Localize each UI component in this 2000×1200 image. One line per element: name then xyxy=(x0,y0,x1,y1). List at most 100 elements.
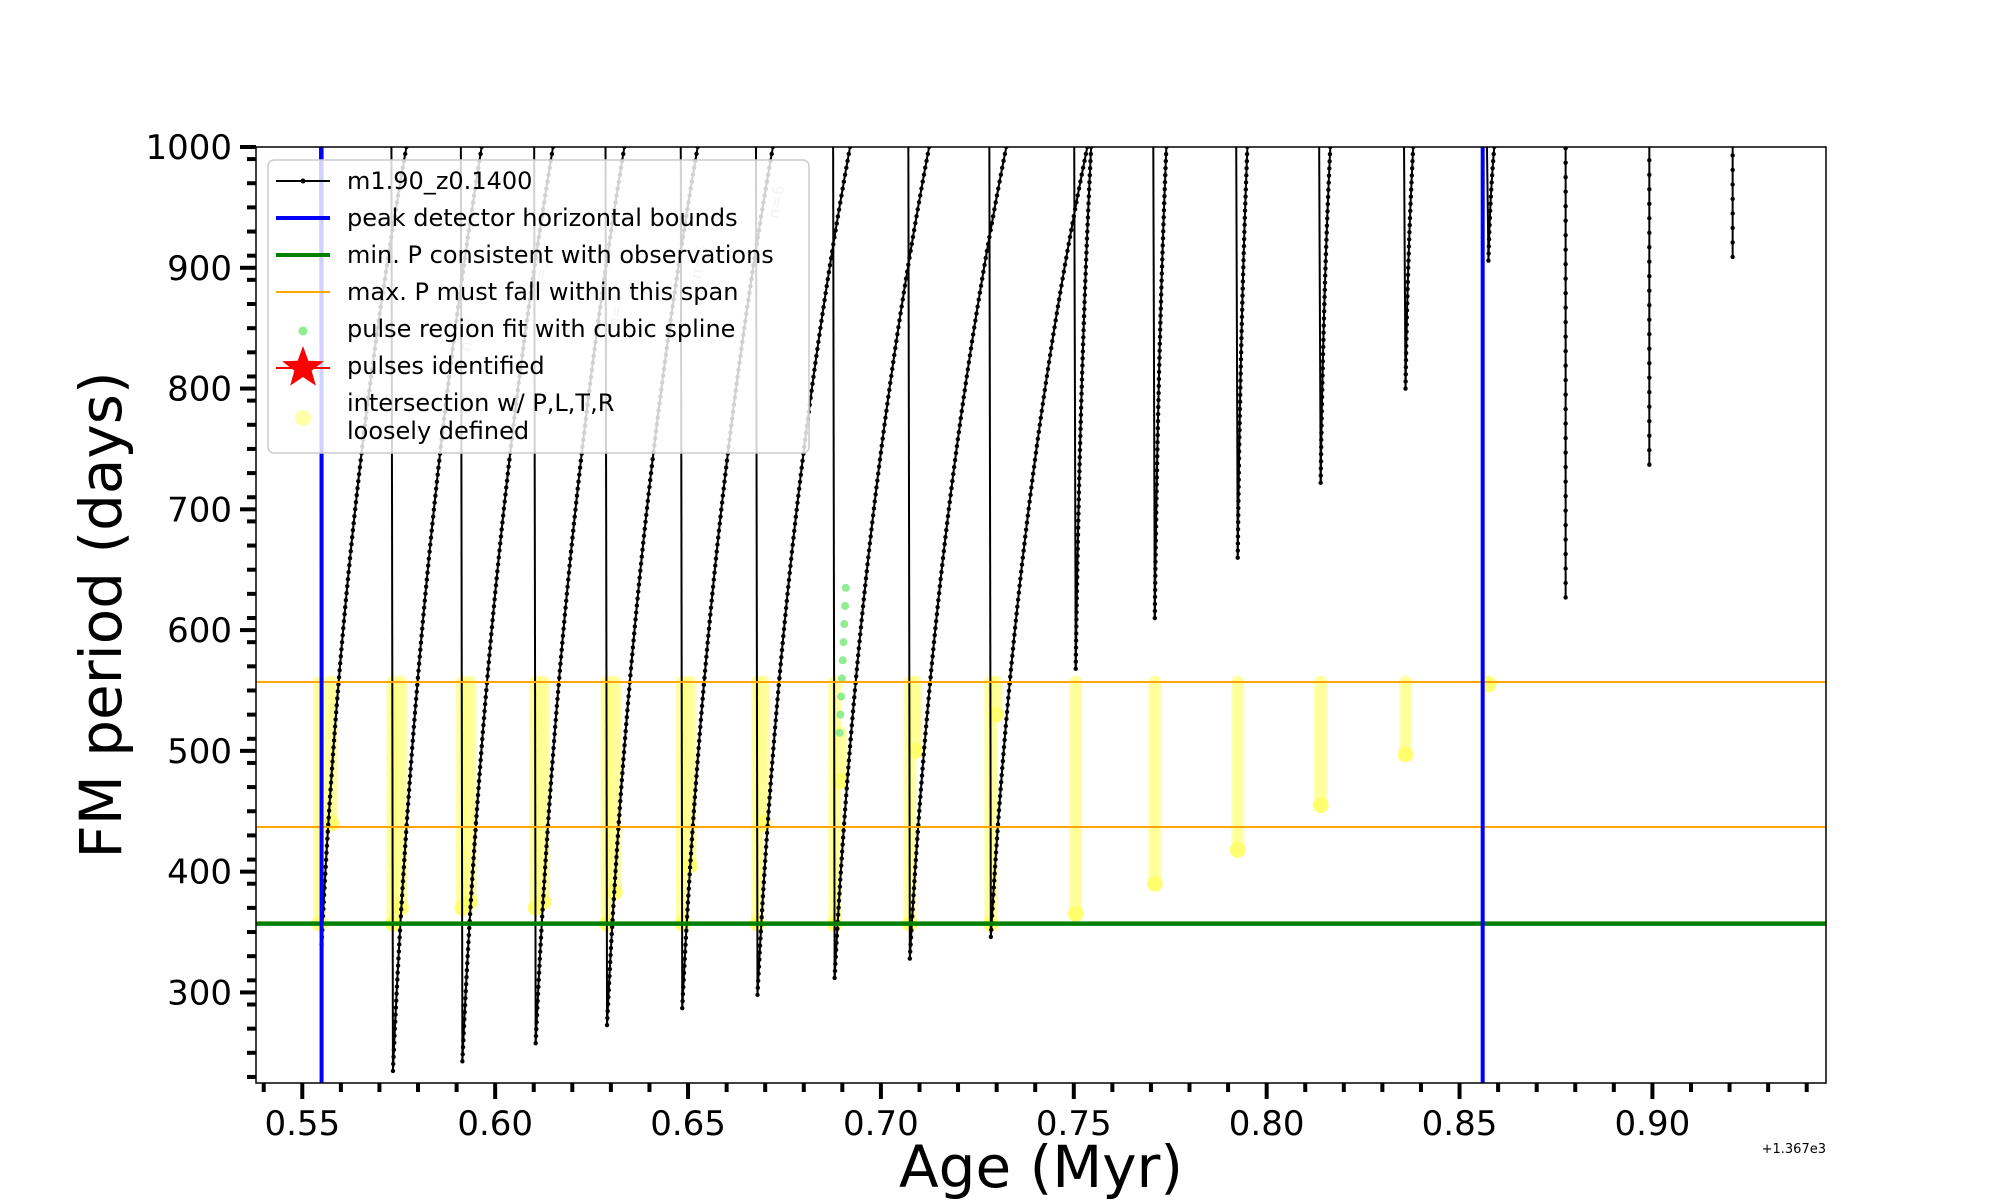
track-point xyxy=(1022,541,1027,546)
track-point xyxy=(327,794,333,799)
track-point xyxy=(957,422,963,428)
track-point xyxy=(770,760,775,765)
track-point xyxy=(1073,645,1079,650)
track-point xyxy=(1086,187,1092,192)
track-point xyxy=(504,478,510,483)
x-tick-label: 0.65 xyxy=(650,1104,726,1144)
track-point xyxy=(348,548,353,554)
track-point xyxy=(1079,398,1084,403)
track-point xyxy=(490,618,495,623)
track-point xyxy=(796,486,802,491)
track-point xyxy=(1158,313,1163,318)
track-point xyxy=(783,605,789,611)
track-point xyxy=(1161,215,1166,220)
track-point xyxy=(1322,301,1327,307)
track-point xyxy=(413,703,418,709)
track-point xyxy=(1084,236,1090,241)
track-point xyxy=(1237,435,1242,440)
track-point xyxy=(1030,478,1035,483)
track-point xyxy=(538,935,544,940)
track-point xyxy=(1243,180,1249,185)
track-point xyxy=(821,304,826,310)
track-point xyxy=(968,346,974,351)
spline-point xyxy=(838,656,847,665)
track-point xyxy=(328,780,334,785)
track-point xyxy=(1405,272,1411,278)
track-point xyxy=(495,569,500,574)
track-point xyxy=(617,812,622,818)
track-point xyxy=(1324,230,1329,235)
track-point xyxy=(1408,201,1413,207)
track-point xyxy=(1038,415,1043,421)
track-point xyxy=(755,992,760,998)
track-point xyxy=(826,269,832,275)
track-point xyxy=(609,924,615,930)
track-point xyxy=(1083,264,1089,270)
track-point xyxy=(1156,376,1162,382)
track-point xyxy=(612,875,618,881)
track-point xyxy=(1730,211,1735,216)
track-point xyxy=(1160,243,1165,248)
track-point xyxy=(482,701,488,707)
track-point xyxy=(722,479,727,484)
track-point xyxy=(576,479,581,484)
track-point xyxy=(1086,201,1091,206)
track-point xyxy=(929,668,934,673)
track-point xyxy=(695,759,700,765)
track-point xyxy=(1161,208,1167,213)
track-point xyxy=(1406,258,1411,263)
track-point xyxy=(838,200,843,205)
track-point xyxy=(1318,451,1324,457)
track-point xyxy=(966,360,972,365)
track-point xyxy=(546,809,552,814)
y-tick-label: 500 xyxy=(167,732,232,772)
track-point xyxy=(615,833,621,839)
track-point xyxy=(487,652,492,658)
track-point xyxy=(617,805,623,811)
track-point xyxy=(1153,580,1158,586)
track-point xyxy=(421,612,426,617)
track-point xyxy=(912,871,918,877)
track-point xyxy=(481,722,486,728)
track-point xyxy=(419,633,424,638)
track-point xyxy=(945,513,951,519)
track-point xyxy=(832,975,837,981)
track-point xyxy=(347,555,353,561)
track-point xyxy=(937,583,943,589)
track-point xyxy=(1243,194,1248,199)
track-point xyxy=(864,569,869,574)
track-point xyxy=(463,981,469,987)
track-point xyxy=(970,332,976,337)
spline-point xyxy=(840,620,849,629)
track-point xyxy=(919,186,924,191)
track-point xyxy=(1563,261,1568,267)
track-point xyxy=(691,809,697,814)
track-point xyxy=(545,830,550,835)
track-point xyxy=(1647,303,1652,308)
track-point xyxy=(762,858,768,864)
track-point xyxy=(710,591,715,596)
track-point xyxy=(1239,335,1244,341)
track-point xyxy=(1081,335,1086,340)
track-point xyxy=(911,227,917,233)
track-point xyxy=(1153,559,1158,564)
track-point xyxy=(1325,216,1330,221)
track-point xyxy=(1236,491,1241,497)
track-point xyxy=(418,640,424,645)
track-point xyxy=(692,802,697,807)
track-point xyxy=(412,717,417,723)
track-point xyxy=(1240,279,1246,284)
track-point xyxy=(477,771,482,777)
track-point xyxy=(631,638,636,643)
legend-label: loosely defined xyxy=(347,417,529,445)
track-point xyxy=(332,724,338,729)
track-point xyxy=(978,283,984,288)
track-point xyxy=(605,1008,610,1014)
intersection-marker xyxy=(323,815,340,832)
track-point xyxy=(618,798,623,804)
track-point xyxy=(994,193,1000,198)
track-point xyxy=(1405,301,1410,306)
track-point xyxy=(977,290,983,295)
track-point xyxy=(908,935,914,940)
